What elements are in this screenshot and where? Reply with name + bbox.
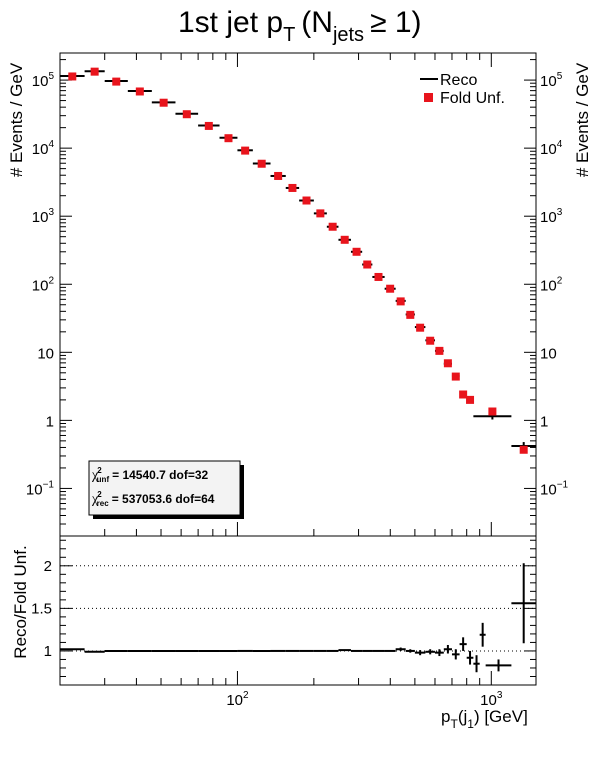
fold-unf-point	[435, 346, 444, 355]
fold-unf-point	[416, 323, 425, 332]
fold-unf-point	[374, 272, 383, 281]
fold-unf-point	[224, 134, 233, 143]
fold-unf-point	[112, 77, 121, 86]
fold-unf-point	[274, 171, 283, 180]
fold-unf-point	[302, 196, 311, 205]
x-tick-label: 103	[480, 690, 503, 709]
fold-unf-point	[159, 98, 168, 107]
fold-unf-point	[257, 159, 266, 168]
fold-unf-point	[386, 284, 395, 293]
fold-unf-point	[90, 67, 99, 76]
y-tick-label-right: 102	[540, 275, 563, 294]
fold-unf-point	[363, 260, 372, 269]
ratio-y-axis-label: Reco/Fold Unf.	[11, 545, 30, 658]
legend: Reco Fold Unf.	[420, 72, 505, 107]
ratio-y-tick-label: 1.5	[31, 600, 52, 617]
fold-unf-point	[396, 297, 405, 306]
fold-unf-point	[488, 407, 497, 416]
y-tick-label-right: 10	[540, 345, 557, 362]
stats-box: χ2 unf = 14540.7 dof=32 χ2 rec = 537053.6 do…	[88, 460, 244, 519]
y-tick-label-left: 103	[32, 207, 55, 226]
y-axis-label-left: # Events / GeV	[7, 62, 26, 177]
x-axis-label: pT(j1) [GeV]	[441, 707, 528, 731]
y-tick-label-right: 105	[540, 71, 563, 90]
y-tick-label-left: 102	[32, 275, 55, 294]
upper-panel: 10−1 10−1 1 1 10 10 102 102 103 103 104 104 105 105 #…	[7, 52, 592, 537]
ratio-y-tick-label: 1	[44, 643, 52, 660]
y-tick-label-right: 104	[540, 139, 563, 158]
fold-unf-point	[466, 395, 475, 404]
y-tick-label-right: 1	[540, 413, 548, 430]
ratio-frame	[59, 535, 537, 686]
fold-unf-point	[443, 359, 452, 368]
fold-unf-point	[204, 121, 213, 130]
y-tick-label-left: 105	[32, 71, 55, 90]
fold-unf-point	[519, 445, 528, 454]
fold-unf-point	[288, 183, 297, 192]
ratio-panel: 102 103 1 1.5 2 Reco/Fold Unf.	[11, 535, 537, 709]
stats-box-panel	[88, 460, 241, 516]
fold-unf-point	[316, 209, 325, 218]
y-tick-label-left: 1	[46, 413, 54, 430]
y-tick-label-right: 103	[540, 207, 563, 226]
x-tick-label: 102	[226, 690, 249, 709]
y-tick-label-right: 10−1	[540, 479, 569, 498]
fold-unf-point	[340, 235, 349, 244]
y-tick-label-left: 104	[32, 139, 55, 158]
fold-unf-point	[451, 372, 460, 381]
fold-unf-point	[459, 390, 468, 399]
legend-fold-label: Fold Unf.	[440, 90, 505, 107]
y-tick-label-left: 10	[37, 345, 54, 362]
y-tick-label-left: 10−1	[26, 479, 55, 498]
legend-fold-marker	[424, 93, 433, 102]
fold-unf-point	[426, 336, 435, 345]
ratio-y-tick-label: 2	[44, 558, 52, 575]
stats-chi2-rec: χ2 rec = 537053.6 dof=64	[91, 490, 215, 508]
fold-unf-point	[135, 87, 144, 96]
fold-unf-point	[68, 72, 77, 81]
fold-unf-point	[328, 222, 337, 231]
fold-unf-point	[182, 110, 191, 119]
fold-unf-point	[406, 310, 415, 319]
legend-reco-label: Reco	[440, 72, 477, 89]
fold-unf-point	[241, 146, 250, 155]
stats-chi2-unf: χ2 unf = 14540.7 dof=32	[91, 466, 209, 484]
chart-title: 1st jet pT (Njets ≥ 1)	[178, 6, 422, 46]
y-axis-label-right: # Events / GeV	[573, 62, 592, 177]
fold-unf-point	[352, 247, 361, 256]
